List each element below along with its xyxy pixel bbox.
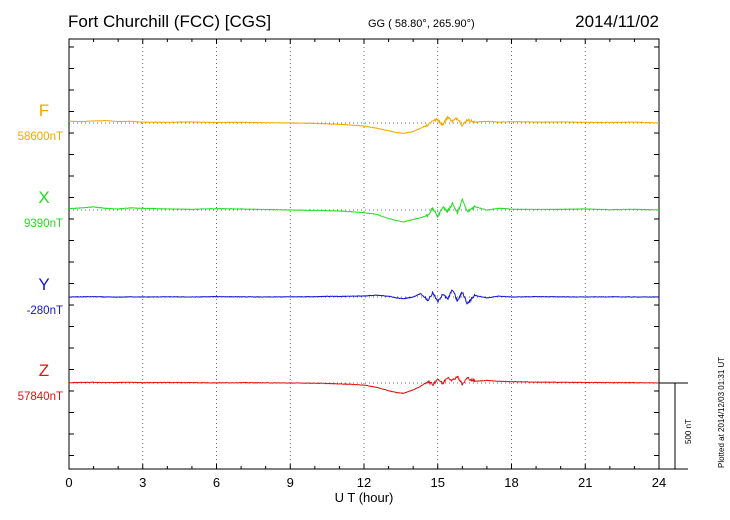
x-tick-label: 12 — [357, 475, 371, 490]
channel-label-x: X — [38, 188, 49, 207]
plotted-timestamp: Plotted at 2014/12/03 01:31 UT — [717, 357, 726, 468]
baseline-value-f: 58600nT — [18, 131, 63, 143]
scale-bar: 500 nT — [659, 382, 693, 470]
coordinates-label: GG ( 58.80°, 265.90°) — [368, 18, 475, 30]
x-tick-label: 18 — [504, 475, 518, 490]
trace-z — [68, 375, 660, 395]
baseline-value-y: -280nT — [27, 305, 63, 317]
x-tick-labels: 0 3 6 9 12 15 18 21 24 — [65, 475, 666, 490]
x-tick-label: 15 — [431, 475, 445, 490]
channel-label-y: Y — [38, 275, 49, 294]
channel-label-f: F — [39, 101, 49, 120]
date-label: 2014/11/02 — [575, 12, 659, 31]
x-tick-label: 24 — [652, 475, 666, 490]
channel-labels: F 58600nT X 9390nT Y -280nT Z 57840nT — [18, 101, 63, 403]
channel-label-z: Z — [39, 361, 49, 380]
baseline-value-z: 57840nT — [18, 391, 63, 403]
station-title: Fort Churchill (FCC) [CGS] — [68, 12, 271, 31]
series-traces — [68, 115, 660, 395]
grid-lines — [69, 39, 659, 469]
baseline-value-x: 9390nT — [24, 218, 63, 230]
trace-x — [68, 198, 660, 223]
x-tick-label: 6 — [213, 475, 220, 490]
axis-ticks — [68, 39, 660, 469]
x-tick-label: 3 — [139, 475, 146, 490]
x-tick-label: 0 — [65, 475, 72, 490]
x-axis-label: U T (hour) — [335, 490, 394, 505]
scale-bar-label: 500 nT — [684, 419, 693, 444]
trace-f — [68, 115, 660, 135]
x-tick-label: 21 — [578, 475, 592, 490]
x-tick-label: 9 — [287, 475, 294, 490]
trace-y — [68, 289, 660, 305]
